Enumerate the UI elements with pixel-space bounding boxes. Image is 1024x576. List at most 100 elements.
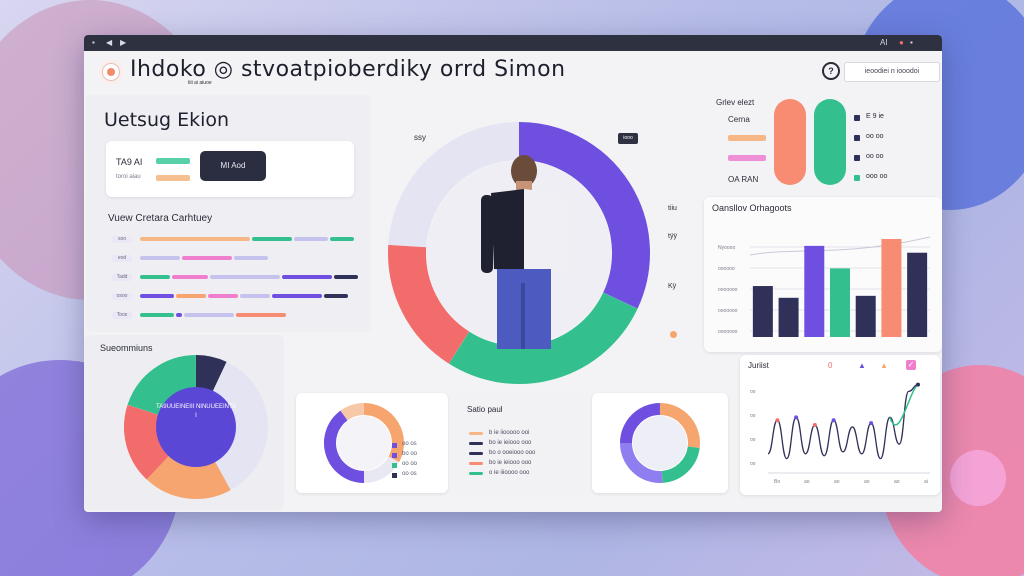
donut-slice xyxy=(340,403,365,421)
category-row-bar xyxy=(182,256,232,260)
person-illustration xyxy=(481,155,567,349)
bar-chart-bar[interactable] xyxy=(778,297,799,337)
line-point[interactable] xyxy=(869,421,874,426)
ratio-row-chip xyxy=(469,462,483,465)
line-chart-icon-4[interactable]: ✓ xyxy=(906,360,916,370)
bar-y-label: ooooooo xyxy=(718,329,738,335)
line-chart-icon-3[interactable]: ▲ xyxy=(880,361,888,370)
center-side-label-2: tÿÿ xyxy=(668,233,677,240)
donut-slice xyxy=(518,122,650,309)
profile-label: TA9 AI xyxy=(116,157,143,167)
ratio-title: Satio paul xyxy=(467,405,503,414)
category-row-bar xyxy=(236,313,286,317)
legend-panel: Grlev elezt Cerna OA RAN E 9 ie oo oo oo… xyxy=(704,93,942,197)
category-row-bar xyxy=(252,237,292,241)
category-row-tag[interactable]: soo xyxy=(112,236,132,243)
bar-chart-bar[interactable] xyxy=(830,268,850,337)
category-row-bar xyxy=(272,294,322,298)
legend-capsule-green xyxy=(814,99,846,185)
bar-trend-line xyxy=(749,236,931,256)
profile-button[interactable]: MI Aod xyxy=(200,151,266,181)
center-side-label-3: Kÿ xyxy=(668,283,677,290)
ratio-row-chip xyxy=(469,432,483,435)
expand-icon[interactable]: ▪ xyxy=(910,38,913,47)
line-chart-icon-2[interactable]: ▲ xyxy=(858,361,866,370)
bar-chart-bar[interactable] xyxy=(752,286,773,337)
profile-card: TA9 AI toroi aiau MI Aod xyxy=(106,141,354,197)
category-row-tag[interactable]: Tadd xyxy=(112,274,132,281)
donut-slice xyxy=(127,355,197,417)
line-chart-title: Juriist xyxy=(748,361,769,370)
profile-sublabel: toroi aiau xyxy=(116,174,141,180)
small-donut-chart-1 xyxy=(324,403,404,483)
ratio-row-chip xyxy=(469,472,483,475)
line-point[interactable] xyxy=(831,418,836,423)
bar-chart-bar[interactable] xyxy=(804,245,825,337)
line-point[interactable] xyxy=(916,382,920,387)
segments-center-label: TA9UUEINEIII NINUUEEINTIII xyxy=(156,404,236,419)
menu-icon[interactable]: ▪ xyxy=(92,38,95,47)
donut-slice xyxy=(620,403,661,444)
donut-slice xyxy=(659,403,700,448)
category-row-bar xyxy=(294,237,328,241)
mini-list-swatch xyxy=(392,443,397,448)
line-chart-panel: Juriist 0 ▲ ▲ ✓ oo oo oo oo Bo ao ao ao ao ai xyxy=(740,355,940,495)
category-row-tag[interactable]: eod xyxy=(112,255,132,262)
legend-value-2: oo oo xyxy=(866,133,884,140)
donut-slice xyxy=(388,122,520,248)
donut-slice xyxy=(661,446,700,483)
legend-value-1: E 9 ie xyxy=(866,113,884,120)
legend-value-4: ooo oo xyxy=(866,173,888,180)
page-subtitle: tiii ai aiuoe xyxy=(188,80,212,86)
category-row-bar xyxy=(140,256,180,260)
ratio-row-label: bo ie ieiooo ooo xyxy=(489,460,532,466)
profile-chip-green xyxy=(156,158,190,164)
record-icon[interactable]: ● xyxy=(899,38,904,47)
segments-donut-chart xyxy=(124,355,268,499)
center-chart-panel: ssy iooo tiiu tÿÿ Kÿ xyxy=(374,93,704,413)
line-x-label: ao xyxy=(834,479,840,485)
segments-donut-hub xyxy=(156,387,236,467)
category-row-tag[interactable]: Toos xyxy=(112,312,132,319)
line-point[interactable] xyxy=(794,415,799,420)
category-row-bar xyxy=(334,275,358,279)
header-action-button[interactable]: ieoodiei n iooodoi xyxy=(844,62,940,82)
legend-dot-2 xyxy=(854,135,860,141)
bar-chart-bar[interactable] xyxy=(855,295,876,337)
legend-item-label-4: OA RAN xyxy=(728,175,759,184)
legend-capsule-orange xyxy=(774,99,806,185)
line-point[interactable] xyxy=(812,423,817,427)
ratio-row-label: b ie iiooooo ooi xyxy=(489,430,530,436)
line-y-label: oo xyxy=(750,437,756,443)
bar-chart-bar[interactable] xyxy=(881,239,902,337)
forward-icon[interactable]: ▶ xyxy=(120,38,127,47)
line-chart-icon-1[interactable]: 0 xyxy=(828,361,833,370)
line-x-label: Bo xyxy=(774,479,780,485)
profile-chip-orange xyxy=(156,175,190,181)
legend-value-3: oo oo xyxy=(866,153,884,160)
bar-y-label: ooooooo xyxy=(718,287,738,293)
small-donut-panel-1: oo os bo oo oo oo oo os xyxy=(296,393,448,493)
donut-slice xyxy=(324,410,365,483)
legend-item-label-1: Cerna xyxy=(728,115,750,124)
back-icon[interactable]: ◀ xyxy=(106,38,113,47)
center-badge[interactable]: iooo xyxy=(618,133,638,144)
category-row-tag[interactable]: osoo xyxy=(112,293,132,300)
bar-chart-bar[interactable] xyxy=(907,252,928,337)
legend-dot-3 xyxy=(854,155,860,161)
category-row-bar xyxy=(210,275,280,279)
category-row-bar xyxy=(172,275,208,279)
category-row-bar xyxy=(184,313,234,317)
help-icon[interactable]: ? xyxy=(822,62,840,80)
line-series xyxy=(767,384,919,460)
profile-heading: Uetsug Ekion xyxy=(104,109,230,131)
category-row-bar xyxy=(140,237,250,241)
line-point[interactable] xyxy=(775,418,780,423)
line-y-label: oo xyxy=(750,389,756,395)
bar-y-label: Nyoooo xyxy=(718,245,735,251)
category-row-bar xyxy=(176,294,206,298)
segments-title: Sueommiuns xyxy=(100,343,153,353)
legend-title: Grlev elezt xyxy=(716,98,755,107)
category-row-bar xyxy=(330,237,354,241)
